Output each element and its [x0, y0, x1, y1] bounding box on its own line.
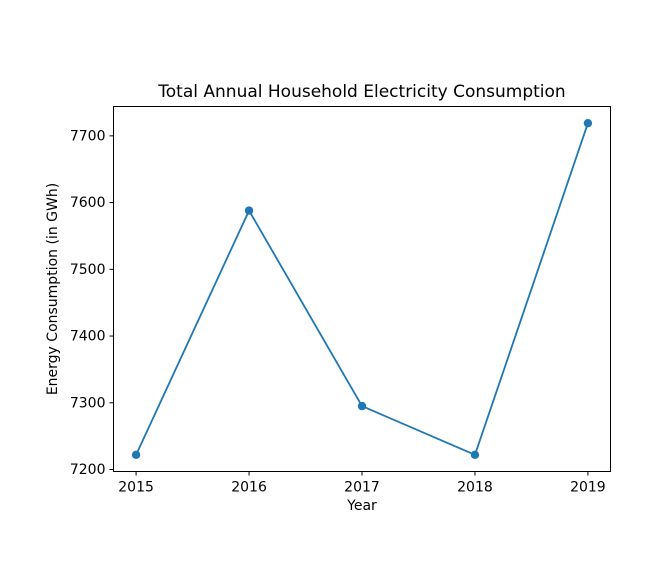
- y-tick-label: 7700: [70, 128, 106, 144]
- axes-spines: [113, 106, 611, 472]
- line-series: [131, 118, 593, 460]
- data-point-2015: [131, 450, 141, 460]
- y-tick-label: 7200: [70, 462, 106, 478]
- y-tick-label: 7500: [70, 262, 106, 278]
- data-point-2017: [357, 401, 367, 411]
- y-tick-label: 7400: [70, 329, 106, 345]
- chart-title: Total Annual Household Electricity Consu…: [157, 82, 565, 102]
- x-tick-label: 2019: [570, 480, 606, 496]
- x-tick-label: 2018: [457, 480, 493, 496]
- data-point-2018: [470, 450, 480, 460]
- y-axis-label: Energy Consumption (in GWh): [45, 183, 61, 395]
- x-axis-label: Year: [346, 498, 377, 514]
- x-tick-label: 2016: [231, 480, 267, 496]
- x-tick-label: 2015: [118, 480, 154, 496]
- y-tick-label: 7600: [70, 195, 106, 211]
- x-tick-label: 2017: [344, 480, 380, 496]
- y-axis: 7200 7300 7400 7500 7600 7700: [70, 128, 114, 478]
- x-axis: 2015 2016 2017 2018 2019: [118, 471, 606, 496]
- data-point-2019: [583, 118, 593, 128]
- y-tick-label: 7300: [70, 395, 106, 411]
- data-point-2016: [244, 206, 254, 215]
